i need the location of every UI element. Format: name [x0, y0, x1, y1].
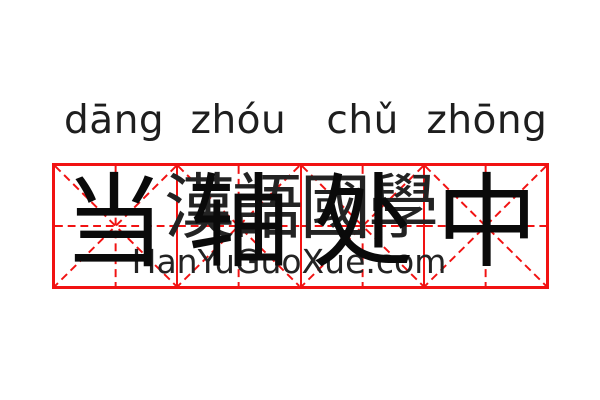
mizige-guides-icon — [178, 166, 300, 286]
mizige-guides-icon — [55, 166, 177, 286]
hanzi-character-2: 轴 — [187, 164, 290, 283]
pinyin-syllable-3: chǔ — [326, 98, 399, 143]
characters-row: 当 轴 处 中 — [52, 163, 549, 289]
hanzi-character-3: 处 — [311, 164, 414, 283]
pinyin-row: dāng zhóu chǔ zhōng — [52, 98, 549, 150]
mizige-guides-icon — [424, 166, 546, 286]
watermark-hanzi: 漢語國學 — [163, 166, 439, 249]
mizige-guides-icon — [301, 166, 423, 286]
hanzi-character-1: 当 — [63, 164, 166, 283]
grid-cell-2 — [176, 166, 300, 286]
grid-cell-4 — [422, 166, 546, 286]
grid-cell-1 — [55, 166, 177, 286]
grid-cell-3 — [299, 166, 423, 286]
pinyin-syllable-1: dāng — [64, 98, 165, 143]
pinyin-syllable-4: zhōng — [426, 98, 548, 143]
hanzi-character-4: 中 — [435, 164, 538, 283]
watermark-site-url: HanYuGuoXue.com — [131, 242, 447, 281]
hanzi-grid — [52, 163, 549, 289]
pinyin-syllable-2: zhóu — [190, 98, 287, 143]
